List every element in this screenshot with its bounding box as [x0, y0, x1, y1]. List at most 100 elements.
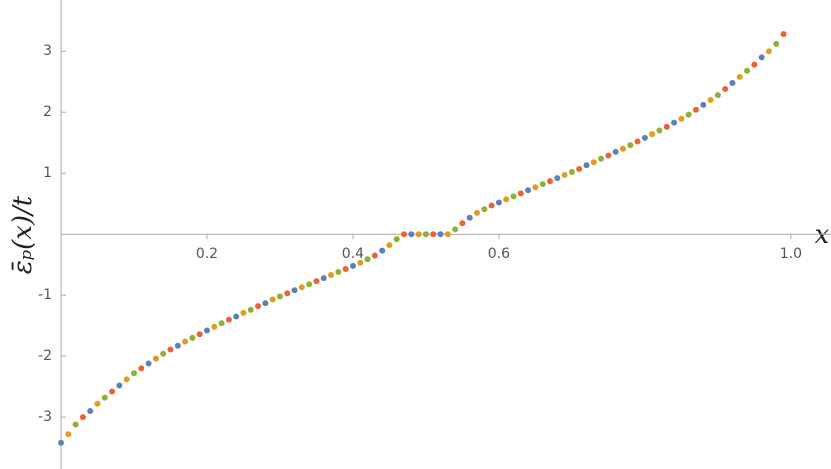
point — [130, 370, 137, 377]
point — [298, 284, 305, 291]
point — [58, 439, 64, 446]
point — [408, 231, 415, 238]
point — [481, 206, 488, 213]
point — [729, 79, 736, 86]
point — [291, 287, 298, 294]
y-tick-label: -2 — [38, 348, 52, 364]
point — [116, 382, 123, 389]
point — [364, 256, 371, 263]
point — [459, 220, 466, 227]
x-tick-label: 0.4 — [342, 246, 364, 262]
y-tick-label: -3 — [38, 409, 52, 425]
point — [276, 293, 283, 300]
point — [692, 106, 699, 113]
point — [284, 290, 291, 297]
point — [306, 281, 313, 288]
point — [532, 184, 539, 191]
y-tick-label: 2 — [43, 104, 52, 120]
point — [79, 414, 86, 421]
y-tick-label: 1 — [43, 165, 52, 181]
point — [466, 214, 473, 221]
point — [189, 334, 196, 341]
y-tick-label: 3 — [43, 43, 52, 59]
point — [393, 236, 400, 243]
point — [605, 152, 612, 159]
point — [386, 242, 393, 249]
point — [685, 111, 692, 118]
point — [714, 92, 721, 99]
point — [583, 162, 590, 169]
point — [539, 181, 546, 188]
point — [123, 376, 130, 383]
point — [671, 119, 678, 126]
point — [349, 262, 356, 269]
point — [430, 231, 437, 238]
point — [474, 209, 481, 216]
point — [357, 259, 364, 266]
x-tick-label: 1.0 — [780, 246, 802, 262]
point — [736, 73, 743, 80]
point — [707, 97, 714, 104]
point — [547, 178, 554, 185]
point — [561, 172, 568, 179]
point — [722, 86, 729, 93]
point — [218, 320, 225, 327]
point — [649, 131, 656, 138]
point — [444, 231, 451, 238]
point — [437, 231, 444, 238]
point — [590, 159, 597, 166]
point — [576, 165, 583, 172]
point — [598, 155, 605, 162]
point — [138, 365, 145, 372]
point — [225, 316, 232, 323]
point — [152, 355, 159, 362]
point — [525, 187, 532, 194]
x-tick-label: 0.2 — [196, 246, 218, 262]
point — [488, 202, 495, 209]
point — [627, 142, 634, 149]
point — [174, 342, 181, 349]
point — [196, 331, 203, 338]
point — [452, 226, 459, 233]
point — [503, 196, 510, 203]
point — [758, 54, 765, 61]
point — [182, 338, 189, 345]
point — [269, 296, 276, 303]
point — [342, 265, 349, 272]
point — [700, 101, 707, 108]
point — [765, 48, 772, 55]
x-tick-label: 0.6 — [488, 246, 510, 262]
point — [751, 61, 758, 68]
point — [255, 303, 262, 310]
point — [415, 231, 422, 238]
point — [663, 123, 670, 130]
point — [145, 360, 152, 367]
point — [313, 278, 320, 285]
point — [101, 394, 108, 401]
x-axis-label: x — [815, 220, 830, 250]
point — [160, 350, 167, 357]
point — [619, 145, 626, 152]
point — [335, 269, 342, 276]
point — [656, 127, 663, 134]
point — [328, 272, 335, 279]
point — [211, 323, 218, 330]
point — [240, 309, 247, 316]
point — [109, 388, 116, 395]
point — [517, 190, 524, 197]
point — [678, 115, 685, 122]
point — [510, 193, 517, 200]
point — [87, 408, 94, 415]
point — [641, 134, 648, 141]
point — [320, 275, 327, 282]
point — [94, 400, 101, 407]
point — [371, 252, 378, 259]
y-axis-label: ε̄ₚ(x)/t — [8, 195, 38, 274]
point — [247, 306, 254, 313]
point — [379, 247, 386, 254]
point — [233, 313, 240, 320]
point — [72, 421, 79, 428]
point — [65, 431, 72, 438]
point — [262, 300, 269, 307]
